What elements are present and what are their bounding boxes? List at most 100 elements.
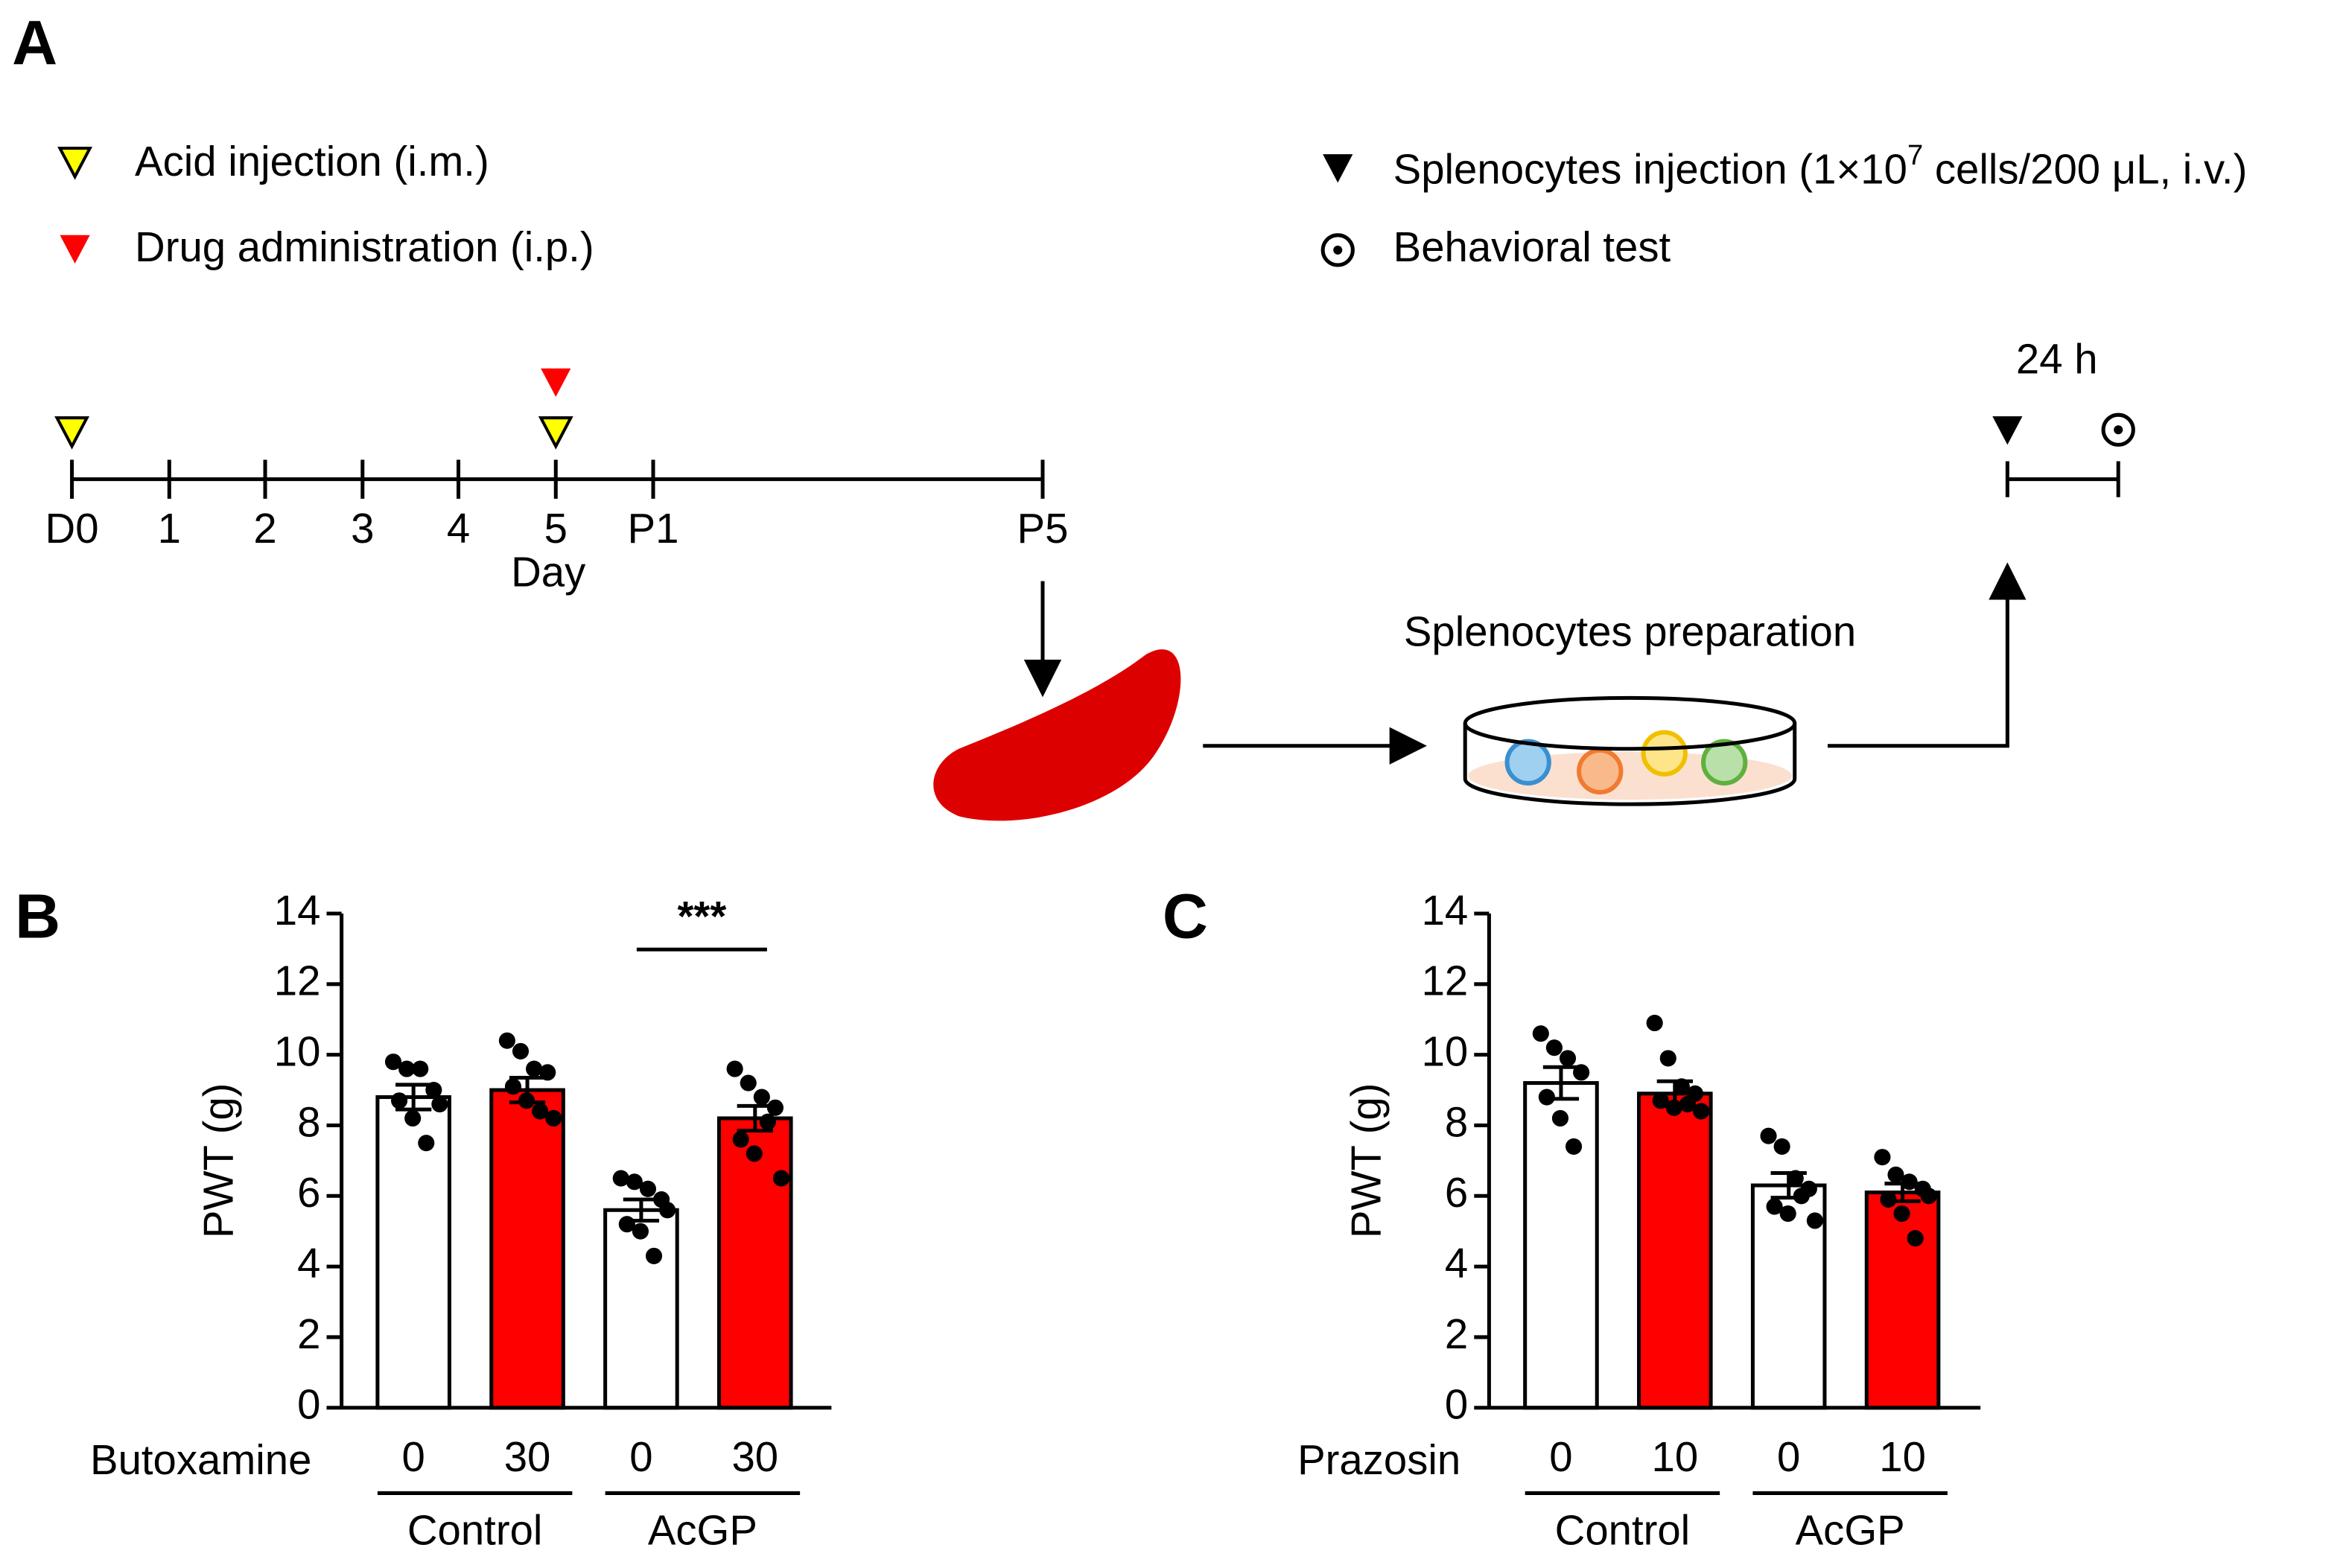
y-tick-label: 12 bbox=[1422, 957, 1469, 1004]
data-point bbox=[740, 1074, 757, 1091]
panel-label: A bbox=[12, 8, 57, 78]
group-label: Control bbox=[1555, 1507, 1691, 1554]
data-point bbox=[759, 1113, 776, 1130]
data-point bbox=[732, 1131, 749, 1148]
interval-line bbox=[2005, 461, 2120, 497]
arrow bbox=[1827, 562, 2027, 748]
data-point bbox=[618, 1216, 635, 1233]
x-tick-label: 30 bbox=[731, 1433, 778, 1480]
data-point bbox=[526, 1060, 543, 1077]
data-point bbox=[504, 1078, 522, 1095]
y-axis-label: PWT (g) bbox=[1342, 1083, 1389, 1239]
data-point bbox=[532, 1103, 549, 1120]
x-axis-label: Prazosin bbox=[1297, 1436, 1460, 1483]
bar bbox=[1523, 1081, 1599, 1410]
data-point bbox=[1920, 1188, 1937, 1205]
data-point bbox=[1779, 1205, 1796, 1223]
timeline-label: 5 bbox=[544, 505, 568, 552]
y-tick-label: 2 bbox=[297, 1310, 320, 1357]
y-tick-label: 12 bbox=[274, 957, 321, 1004]
data-point bbox=[1893, 1205, 1910, 1223]
data-point bbox=[1565, 1138, 1583, 1155]
error-bar bbox=[737, 1103, 773, 1133]
panel-label: B bbox=[15, 881, 60, 951]
significance-label: *** bbox=[678, 893, 727, 940]
injection-icon bbox=[1323, 154, 1353, 183]
timeline bbox=[70, 459, 1045, 499]
data-point bbox=[1679, 1095, 1696, 1113]
bar bbox=[717, 1116, 793, 1410]
y-tick-label: 8 bbox=[1445, 1098, 1468, 1145]
x-axis-label: Butoxamine bbox=[90, 1436, 311, 1483]
data-point bbox=[1907, 1230, 1924, 1247]
behavior-marker bbox=[2101, 412, 2135, 447]
data-point bbox=[766, 1099, 784, 1116]
data-point bbox=[1573, 1064, 1590, 1081]
legend-text: Acid injection (i.m.) bbox=[135, 138, 489, 185]
interval-label: 24 h bbox=[2016, 336, 2098, 383]
y-tick-label: 14 bbox=[1422, 887, 1469, 934]
timeline-label: 1 bbox=[158, 505, 181, 552]
y-tick-label: 4 bbox=[297, 1240, 320, 1287]
data-point bbox=[1880, 1191, 1897, 1208]
data-point bbox=[512, 1042, 530, 1059]
y-tick-label: 10 bbox=[1422, 1028, 1469, 1075]
y-axis-label: PWT (g) bbox=[195, 1083, 242, 1239]
data-point bbox=[1532, 1025, 1549, 1042]
data-point bbox=[391, 1092, 408, 1109]
superscript: 7 bbox=[1907, 139, 1923, 171]
acid-marker bbox=[54, 416, 573, 450]
x-tick-label: 0 bbox=[1777, 1433, 1800, 1480]
x-tick-label: 0 bbox=[629, 1433, 652, 1480]
data-point bbox=[1673, 1078, 1690, 1095]
data-point bbox=[1874, 1149, 1891, 1166]
bar bbox=[1864, 1191, 1941, 1410]
timeline-label: P5 bbox=[1017, 505, 1069, 552]
data-point bbox=[545, 1109, 562, 1127]
data-point bbox=[498, 1032, 515, 1049]
bar bbox=[603, 1208, 679, 1410]
bar bbox=[489, 1088, 565, 1410]
x-tick-label: 30 bbox=[504, 1433, 551, 1480]
data-point bbox=[518, 1092, 535, 1109]
axis-label: Day bbox=[511, 548, 586, 595]
data-point bbox=[539, 1064, 556, 1081]
caption: Splenocytes preparation bbox=[1404, 608, 1856, 655]
data-point bbox=[632, 1223, 649, 1240]
data-point bbox=[772, 1170, 790, 1187]
bar bbox=[1637, 1091, 1713, 1410]
x-tick-label: 0 bbox=[402, 1433, 425, 1480]
data-point bbox=[431, 1095, 448, 1113]
y-tick-label: 2 bbox=[1445, 1310, 1468, 1357]
panel-a: A Acid injection (i.m.) Drug administrat… bbox=[12, 8, 2247, 821]
group-label: AcGP bbox=[648, 1507, 757, 1554]
timeline-label: 2 bbox=[253, 505, 276, 552]
bar bbox=[375, 1095, 451, 1410]
data-point bbox=[1887, 1166, 1904, 1183]
data-point bbox=[639, 1180, 657, 1197]
data-point bbox=[1787, 1170, 1804, 1187]
y-tick-label: 14 bbox=[274, 887, 321, 934]
timeline-label: 3 bbox=[351, 505, 374, 552]
timeline-label: 4 bbox=[447, 505, 470, 552]
acid-icon bbox=[57, 147, 93, 180]
data-point bbox=[1646, 1014, 1663, 1032]
x-tick-label: 0 bbox=[1549, 1433, 1572, 1480]
data-point bbox=[1545, 1039, 1563, 1057]
y-tick-label: 8 bbox=[297, 1098, 320, 1145]
legend-text: Splenocytes injection (1×10 bbox=[1393, 145, 1907, 192]
spleen bbox=[933, 649, 1181, 821]
y-tick-label: 6 bbox=[1445, 1169, 1468, 1216]
data-point bbox=[726, 1060, 743, 1077]
data-point bbox=[404, 1109, 422, 1127]
data-point bbox=[1559, 1050, 1577, 1067]
data-point bbox=[1766, 1198, 1783, 1215]
data-point bbox=[1692, 1103, 1710, 1120]
data-point bbox=[1760, 1127, 1777, 1144]
behavior-marker bbox=[2114, 425, 2123, 435]
x-tick-label: 10 bbox=[1879, 1433, 1926, 1480]
panel-label: C bbox=[1163, 881, 1208, 951]
dish bbox=[1463, 695, 1797, 806]
data-point bbox=[398, 1060, 416, 1077]
